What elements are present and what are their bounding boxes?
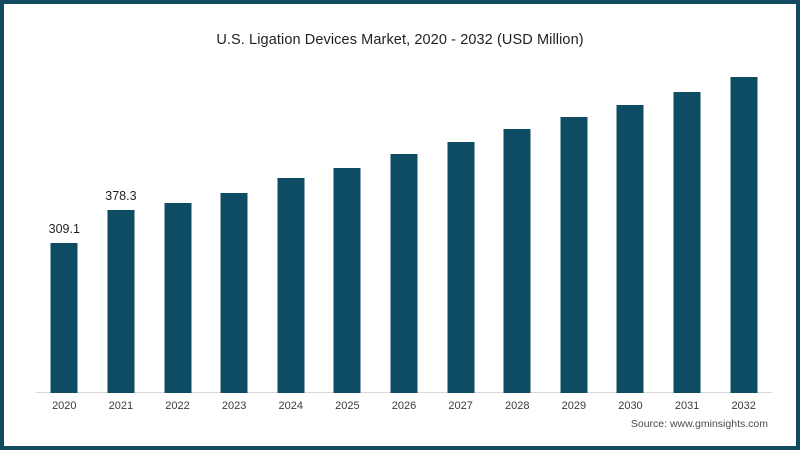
- x-tick-2025: 2025: [335, 400, 360, 412]
- x-tick-2027: 2027: [448, 400, 473, 412]
- x-tick-2029: 2029: [561, 400, 587, 412]
- x-tick-2032: 2032: [731, 400, 756, 412]
- bar-2029[interactable]: [560, 117, 588, 393]
- bar-slot-2022: [149, 64, 206, 393]
- bar-2030[interactable]: [616, 104, 644, 393]
- bar-2032[interactable]: [730, 77, 758, 393]
- bar-2031[interactable]: [673, 91, 701, 393]
- x-tick-2028: 2028: [504, 400, 530, 412]
- x-tick-2022: 2022: [165, 400, 190, 412]
- x-tick-2024: 2024: [278, 400, 303, 412]
- x-tick-2020: 2020: [52, 400, 77, 412]
- bar-2021[interactable]: [107, 209, 135, 393]
- bar-slot-2023: [206, 64, 263, 393]
- bar-slot-2025: [319, 64, 376, 393]
- x-tick-2023: 2023: [221, 400, 247, 412]
- x-tick-2030: 2030: [618, 400, 643, 412]
- bar-2020[interactable]: [50, 243, 78, 393]
- bar-slot-2029: [546, 64, 603, 393]
- bar-slot-2030: [602, 64, 659, 393]
- x-tick-2026: 2026: [391, 400, 417, 412]
- bar-slot-2031: [659, 64, 716, 393]
- bar-2026[interactable]: [390, 153, 418, 393]
- x-tick-2031: 2031: [674, 400, 700, 412]
- bar-slot-2024: [262, 64, 319, 393]
- bar-value-label-2021: 378.3: [105, 188, 137, 203]
- bar-2024[interactable]: [277, 177, 305, 393]
- bar-slot-2028: [489, 64, 546, 393]
- bar-value-label-2020: 309.1: [48, 222, 80, 237]
- bar-2022[interactable]: [164, 202, 192, 393]
- chart-title: U.S. Ligation Devices Market, 2020 - 203…: [216, 32, 584, 48]
- bar-2027[interactable]: [447, 142, 475, 393]
- bar-2023[interactable]: [220, 193, 248, 393]
- bar-2028[interactable]: [503, 128, 531, 393]
- x-tick-2021: 2021: [108, 400, 134, 412]
- bar-slot-2027: [432, 64, 489, 393]
- bar-slot-2021: 378.3: [93, 64, 150, 393]
- bar-slot-2020: 309.1: [36, 64, 93, 393]
- chart-canvas: U.S. Ligation Devices Market, 2020 - 203…: [4, 4, 796, 446]
- bar-slot-2032: [715, 64, 772, 393]
- source-credit: Source: www.gminsights.com: [630, 418, 768, 430]
- bar-slot-2026: [376, 64, 433, 393]
- bar-2025[interactable]: [333, 168, 361, 393]
